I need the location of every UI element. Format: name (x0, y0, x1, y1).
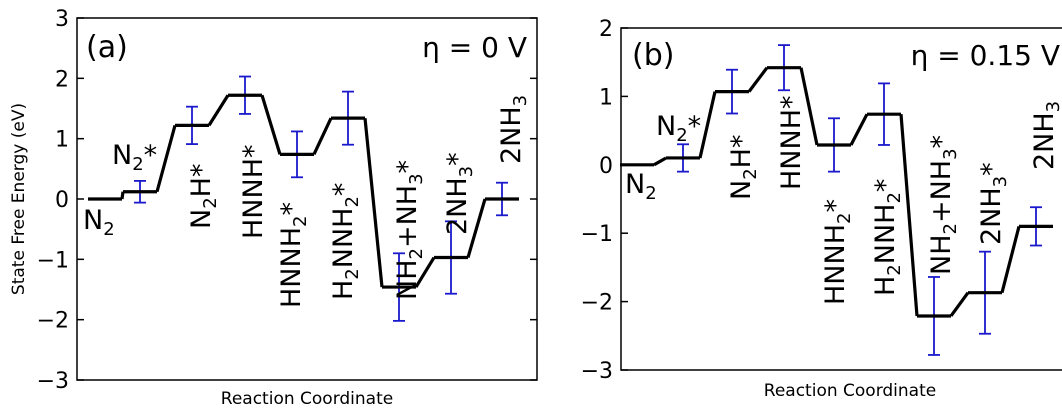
state-label: HNNH2* (276, 202, 311, 308)
transition-line (466, 198, 487, 258)
y-tick-label: 3 (55, 7, 69, 32)
state-label: N2 (625, 169, 657, 204)
transition-line (698, 91, 717, 159)
y-tick-label: −2 (37, 309, 69, 334)
transition-line (653, 156, 667, 167)
state-label: N2* (656, 111, 701, 146)
state-label: 2NH3 (496, 95, 531, 164)
state-label: 2NH3 (1029, 101, 1062, 170)
energy-path-a (88, 93, 519, 289)
y-tick-label: −2 (581, 291, 613, 316)
transition-line (899, 114, 919, 317)
state-label: N2H* (186, 164, 221, 229)
panel-a: 3 2 1 0 −1 −2 −3 N2 N2* N2H* HNNH*HNNH2* H2NNH2* NH… (9, 7, 538, 408)
state-label: H2NNH2* (870, 179, 905, 296)
transition-line (1000, 225, 1021, 294)
plot-frame-b (620, 27, 1062, 371)
y-tick-label: 1 (599, 85, 613, 110)
y-tick-label: −1 (581, 222, 613, 247)
y-ticks-a: 3 2 1 0 −1 −2 −3 (37, 7, 537, 394)
state-labels-a: N2 N2* N2H* HNNH*HNNH2* H2NNH2* NH2+NH3* 2NH3*… (83, 95, 531, 308)
state-label: H2NNH2* (328, 183, 363, 300)
transition-line (849, 113, 869, 146)
state-label: HNNH* (238, 145, 269, 240)
y-tick-label: −3 (37, 369, 69, 394)
panel-label-b: (b) (632, 38, 674, 73)
transition-line (414, 256, 436, 288)
state-label: NH2+NH3* (392, 160, 427, 300)
state-label: HNNH* (776, 96, 807, 191)
y-tick-label: 1 (55, 128, 69, 153)
transition-line (260, 94, 282, 155)
x-axis-label-a: Reaction Coordinate (221, 389, 393, 408)
state-label: N2 (83, 205, 115, 240)
state-label: 2NH3* (442, 152, 477, 235)
transition-line (155, 124, 177, 193)
y-ticks-b: 2 1 0 −1 −2 −3 (581, 17, 628, 384)
transition-line (949, 291, 970, 317)
y-tick-label: 0 (599, 154, 613, 179)
energy-path-b (620, 66, 1053, 318)
y-tick-label: −1 (37, 248, 69, 273)
overpotential-label-a: η = 0 V (422, 31, 527, 64)
y-tick-label: 2 (55, 67, 69, 92)
y-tick-label: −3 (581, 359, 613, 384)
y-tick-label: 0 (55, 188, 69, 213)
state-labels-b: N2 N2* N2H* HNNH* HNNH2* H2NNH2* NH2+NH3* 2NH3*… (625, 96, 1062, 306)
transition-line (207, 94, 230, 127)
state-label: NH2+NH3* (926, 135, 961, 275)
overpotential-label-b: η = 0.15 V (911, 39, 1060, 72)
state-label: 2NH3* (976, 162, 1011, 245)
transition-line (312, 117, 333, 156)
state-label: N2* (112, 140, 157, 175)
y-tick-label: 2 (599, 17, 613, 42)
panel-label-a: (a) (86, 30, 128, 65)
x-axis-label-b: Reaction Coordinate (764, 381, 936, 401)
transition-line (799, 67, 819, 146)
state-label: HNNH2* (820, 199, 855, 305)
state-label: N2H* (726, 135, 761, 200)
transition-line (120, 191, 125, 200)
transition-line (747, 66, 769, 93)
y-axis-label: State Free Energy (eV) (9, 103, 29, 295)
panel-b: 2 1 0 −1 −2 −3 N2 N2* N2H* HNNH* HNNH2* H2NNH2* NH2… (581, 17, 1062, 401)
transition-line (363, 117, 384, 288)
